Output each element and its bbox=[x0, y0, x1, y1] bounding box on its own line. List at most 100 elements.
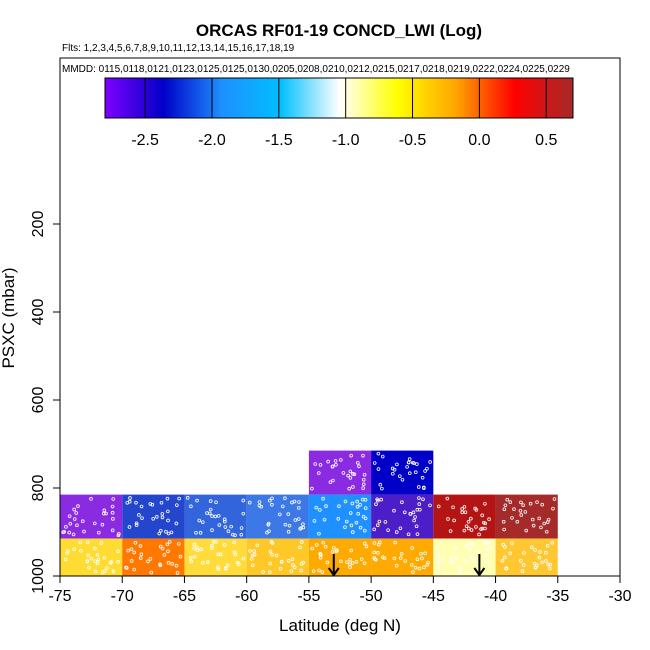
sample-dot bbox=[300, 540, 304, 544]
sample-dot bbox=[418, 507, 422, 512]
sample-dot bbox=[267, 498, 272, 503]
sample-dot bbox=[343, 525, 347, 529]
sample-dot bbox=[464, 543, 469, 548]
sample-dot bbox=[166, 531, 171, 536]
sample-dot bbox=[255, 543, 260, 548]
sample-dot bbox=[310, 486, 314, 491]
sample-dot bbox=[452, 518, 456, 523]
sample-dot bbox=[205, 560, 210, 564]
sample-dot bbox=[383, 520, 388, 524]
sample-dot bbox=[344, 519, 349, 524]
sample-dot bbox=[346, 473, 350, 478]
sample-dot bbox=[177, 542, 181, 546]
sample-dot bbox=[321, 496, 325, 501]
sample-dot bbox=[250, 563, 255, 568]
sample-dot bbox=[416, 485, 421, 489]
heatmap-cell bbox=[184, 494, 247, 539]
sample-dot bbox=[247, 500, 252, 505]
sample-dot bbox=[296, 506, 301, 510]
sample-dot bbox=[162, 553, 167, 557]
sample-dot bbox=[225, 563, 230, 567]
sample-dot bbox=[501, 542, 506, 547]
sample-dot bbox=[413, 565, 418, 570]
sample-dot bbox=[472, 559, 477, 563]
sample-dot bbox=[483, 553, 488, 558]
sample-dot bbox=[358, 525, 363, 530]
sample-dot bbox=[533, 548, 537, 552]
sample-dot bbox=[457, 570, 462, 574]
sample-dot bbox=[151, 516, 155, 521]
sample-dot bbox=[417, 502, 422, 506]
sample-dot bbox=[93, 546, 97, 551]
arrows bbox=[327, 554, 486, 577]
sample-dot bbox=[105, 566, 109, 570]
sample-dot bbox=[361, 453, 365, 458]
sample-dot bbox=[487, 517, 491, 521]
sample-dot bbox=[232, 540, 237, 545]
sample-dot bbox=[213, 514, 218, 519]
sample-dot bbox=[502, 507, 507, 512]
sample-dot bbox=[520, 569, 525, 573]
sample-dot bbox=[410, 546, 414, 550]
sample-dot bbox=[467, 526, 471, 531]
sample-dot bbox=[291, 563, 295, 567]
sample-dot bbox=[226, 529, 231, 534]
sample-dot bbox=[85, 559, 90, 563]
sample-dot bbox=[376, 542, 381, 547]
sample-dot bbox=[89, 556, 94, 561]
sample-dot bbox=[313, 462, 317, 466]
sample-dot bbox=[197, 518, 202, 523]
sample-dot bbox=[150, 502, 155, 507]
sample-dot bbox=[386, 528, 390, 532]
sample-dot bbox=[374, 502, 378, 506]
flights-line: Flts: 1,2,3,4,5,6,7,8,9,10,11,12,13,14,1… bbox=[62, 43, 295, 54]
colorbar-tick-label: 0.5 bbox=[535, 132, 557, 149]
sample-dot bbox=[337, 504, 341, 509]
sample-dot bbox=[93, 569, 98, 574]
sample-dot bbox=[351, 485, 355, 489]
sample-dot bbox=[364, 544, 369, 549]
sample-dot bbox=[479, 527, 483, 531]
sample-dot bbox=[428, 503, 432, 508]
sample-dot bbox=[270, 496, 274, 501]
sample-dot bbox=[453, 546, 458, 550]
sample-dot bbox=[470, 555, 475, 560]
sample-dot bbox=[393, 540, 397, 545]
sample-dot bbox=[139, 504, 144, 509]
sample-dot bbox=[376, 451, 381, 456]
sample-dot bbox=[249, 557, 254, 561]
sample-dot bbox=[324, 504, 328, 508]
sample-dot bbox=[399, 551, 404, 556]
sample-dot bbox=[185, 496, 190, 500]
sample-dot bbox=[72, 517, 77, 521]
sample-dot bbox=[274, 553, 279, 558]
sample-dot bbox=[540, 502, 545, 507]
sample-dot bbox=[398, 556, 403, 560]
heatmap-cell bbox=[308, 494, 372, 539]
sample-dot bbox=[347, 486, 352, 491]
sample-dot bbox=[518, 508, 523, 513]
sample-dot bbox=[265, 530, 269, 535]
sample-dot bbox=[408, 512, 413, 516]
sample-dot bbox=[451, 505, 455, 510]
sample-dots bbox=[61, 451, 557, 575]
y-tick-label: 200 bbox=[30, 211, 47, 238]
sample-dot bbox=[535, 500, 539, 504]
sample-dot bbox=[270, 502, 274, 507]
sample-dot bbox=[343, 499, 348, 504]
y-axis-label: PSXC (mbar) bbox=[0, 267, 18, 368]
sample-dot bbox=[218, 552, 223, 557]
sample-dot bbox=[483, 526, 487, 531]
sample-dot bbox=[67, 514, 72, 518]
sample-dot bbox=[378, 482, 383, 487]
sample-dot bbox=[223, 525, 228, 529]
sample-dot bbox=[362, 528, 367, 533]
heatmap-cell bbox=[246, 538, 309, 576]
sample-dot bbox=[539, 525, 543, 530]
sample-dot bbox=[483, 541, 488, 546]
sample-dot bbox=[117, 532, 121, 536]
sample-dot bbox=[512, 507, 516, 511]
colorbar-tick-label: -2.0 bbox=[198, 132, 226, 149]
sample-dot bbox=[544, 550, 548, 555]
sample-dot bbox=[463, 558, 468, 563]
